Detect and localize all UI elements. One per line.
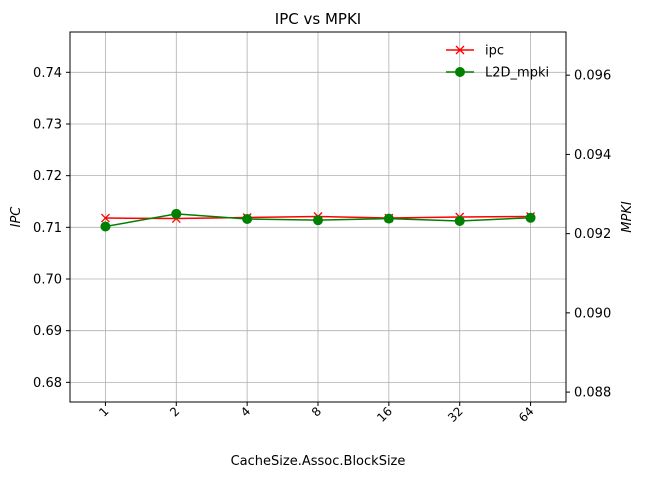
x-axis: 1 2 4 8 16 32 64 bbox=[96, 402, 537, 425]
data-point-L2D_mpki bbox=[242, 213, 253, 224]
y-right-tick-label: 0.096 bbox=[574, 69, 611, 84]
legend-label-ipc: ipc bbox=[485, 44, 504, 59]
marker-stroke bbox=[100, 213, 110, 223]
y-left-tick-label: 0.73 bbox=[33, 117, 62, 132]
x-tick-label: 8 bbox=[309, 404, 324, 419]
marker-stroke bbox=[455, 45, 465, 55]
y-left-tick-label: 0.70 bbox=[33, 273, 62, 288]
data-point-ipc bbox=[100, 213, 110, 223]
x-tick-label: 32 bbox=[445, 404, 466, 425]
y-axis-left-label: IPC bbox=[9, 206, 24, 228]
legend: ipc L2D_mpki bbox=[446, 44, 549, 81]
data-point-L2D_mpki bbox=[525, 212, 536, 223]
y-left-tick-label: 0.72 bbox=[33, 169, 62, 184]
x-tick-label: 1 bbox=[96, 404, 111, 419]
legend-label-L2D_mpki: L2D_mpki bbox=[485, 66, 549, 81]
y-left-tick-label: 0.74 bbox=[33, 66, 62, 81]
x-tick-label: 2 bbox=[167, 404, 182, 419]
data-point-L2D_mpki bbox=[171, 208, 182, 219]
data-point-L2D_mpki bbox=[100, 221, 111, 232]
data-point-L2D_mpki bbox=[454, 215, 465, 226]
legend-marker-L2D_mpki bbox=[455, 67, 465, 77]
y-right-tick-label: 0.090 bbox=[574, 306, 611, 321]
data-point-L2D_mpki bbox=[383, 213, 394, 224]
x-tick-label: 16 bbox=[374, 404, 395, 425]
y-right-tick-label: 0.094 bbox=[574, 148, 611, 163]
y-right-tick-label: 0.092 bbox=[574, 227, 611, 242]
y-left-tick-label: 0.68 bbox=[33, 376, 62, 391]
y-right-tick-label: 0.088 bbox=[574, 386, 611, 401]
chart-title: IPC vs MPKI bbox=[275, 10, 361, 28]
y-left-tick-label: 0.71 bbox=[33, 221, 62, 236]
x-tick-label: 4 bbox=[238, 404, 253, 419]
x-tick-label: 64 bbox=[516, 404, 537, 425]
x-axis-label: CacheSize.Assoc.BlockSize bbox=[231, 454, 406, 469]
data-point-L2D_mpki bbox=[313, 215, 323, 226]
y-axis-left: 0.68 0.69 0.70 0.71 0.72 0.73 0.74 bbox=[33, 66, 70, 391]
y-axis-right: 0.088 0.090 0.092 0.094 0.096 bbox=[566, 69, 611, 401]
series-group bbox=[100, 208, 536, 232]
y-axis-right-label: MPKI bbox=[620, 201, 635, 233]
y-left-tick-label: 0.69 bbox=[33, 324, 62, 339]
legend-marker-ipc bbox=[455, 45, 465, 55]
